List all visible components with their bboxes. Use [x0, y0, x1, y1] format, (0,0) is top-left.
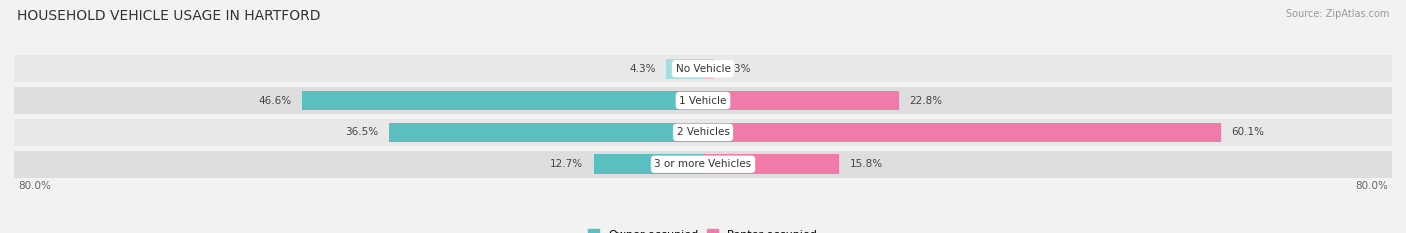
Text: No Vehicle: No Vehicle	[675, 64, 731, 74]
Bar	[703, 123, 1220, 142]
Text: 46.6%: 46.6%	[259, 96, 291, 106]
Text: 15.8%: 15.8%	[849, 159, 883, 169]
Text: 12.7%: 12.7%	[550, 159, 583, 169]
Text: HOUSEHOLD VEHICLE USAGE IN HARTFORD: HOUSEHOLD VEHICLE USAGE IN HARTFORD	[17, 9, 321, 23]
Bar	[703, 59, 714, 79]
Bar	[14, 55, 1392, 82]
Text: 4.3%: 4.3%	[628, 64, 655, 74]
Bar	[14, 151, 1392, 178]
Text: 1 Vehicle: 1 Vehicle	[679, 96, 727, 106]
Text: 1.3%: 1.3%	[724, 64, 751, 74]
Bar	[703, 91, 900, 110]
Text: 36.5%: 36.5%	[346, 127, 378, 137]
Bar	[666, 59, 703, 79]
Bar	[593, 154, 703, 174]
Bar	[388, 123, 703, 142]
Text: 80.0%: 80.0%	[1355, 181, 1388, 191]
Text: Source: ZipAtlas.com: Source: ZipAtlas.com	[1285, 9, 1389, 19]
Legend: Owner-occupied, Renter-occupied: Owner-occupied, Renter-occupied	[583, 225, 823, 233]
Bar	[302, 91, 703, 110]
Text: 22.8%: 22.8%	[910, 96, 943, 106]
Bar	[14, 119, 1392, 146]
Text: 2 Vehicles: 2 Vehicles	[676, 127, 730, 137]
Bar	[14, 87, 1392, 114]
Text: 3 or more Vehicles: 3 or more Vehicles	[654, 159, 752, 169]
Text: 80.0%: 80.0%	[18, 181, 51, 191]
Bar	[703, 154, 839, 174]
Text: 60.1%: 60.1%	[1230, 127, 1264, 137]
